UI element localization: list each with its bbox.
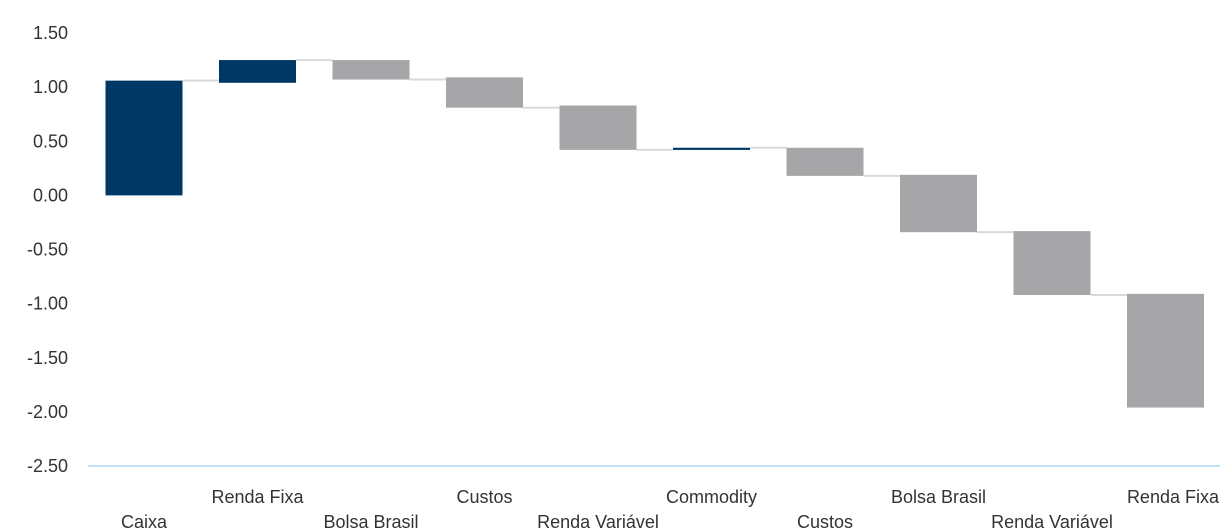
x-category-label: Renda Variável bbox=[537, 512, 659, 531]
bar-decrease bbox=[446, 77, 523, 108]
bar-decrease bbox=[1127, 293, 1204, 408]
y-tick-label: 1.50 bbox=[33, 23, 68, 43]
bar-increase bbox=[673, 147, 750, 150]
bar-decrease bbox=[559, 105, 637, 150]
x-category-label: Custos bbox=[797, 512, 853, 531]
x-category-label: Caixa bbox=[121, 512, 168, 531]
category-labels: Caixa Renda Fixa Bolsa Brasil Custos Renda V… bbox=[121, 487, 1220, 531]
x-category-label: Custos bbox=[456, 487, 512, 507]
x-category-label: Commodity bbox=[666, 487, 757, 507]
x-category-label: Renda Fixa bbox=[1127, 487, 1220, 507]
x-category-label: Renda Fixa bbox=[211, 487, 304, 507]
bar-decrease bbox=[900, 174, 977, 233]
y-tick-label: 1.00 bbox=[33, 77, 68, 97]
bar-decrease bbox=[786, 147, 864, 176]
x-category-label: Bolsa Brasil bbox=[323, 512, 418, 531]
x-category-label: Renda Variável bbox=[991, 512, 1113, 531]
y-tick-label: -0.50 bbox=[27, 240, 68, 260]
bar-increase bbox=[105, 80, 183, 196]
bar-decrease bbox=[332, 60, 410, 80]
y-tick-label: 0.00 bbox=[33, 185, 68, 205]
y-axis: 1.50 1.00 0.50 0.00 -0.50 -1.00 -1.50 -2.00 -2.5… bbox=[27, 23, 68, 476]
x-category-label: Bolsa Brasil bbox=[891, 487, 986, 507]
waterfall-bars bbox=[105, 60, 1204, 408]
y-tick-label: -1.50 bbox=[27, 348, 68, 368]
y-tick-label: -2.00 bbox=[27, 402, 68, 422]
bar-increase bbox=[219, 60, 296, 83]
bar-decrease bbox=[1013, 231, 1091, 295]
y-tick-label: -1.00 bbox=[27, 294, 68, 314]
connector-lines bbox=[182, 59, 1127, 296]
y-tick-label: 0.50 bbox=[33, 131, 68, 151]
y-tick-label: -2.50 bbox=[27, 456, 68, 476]
